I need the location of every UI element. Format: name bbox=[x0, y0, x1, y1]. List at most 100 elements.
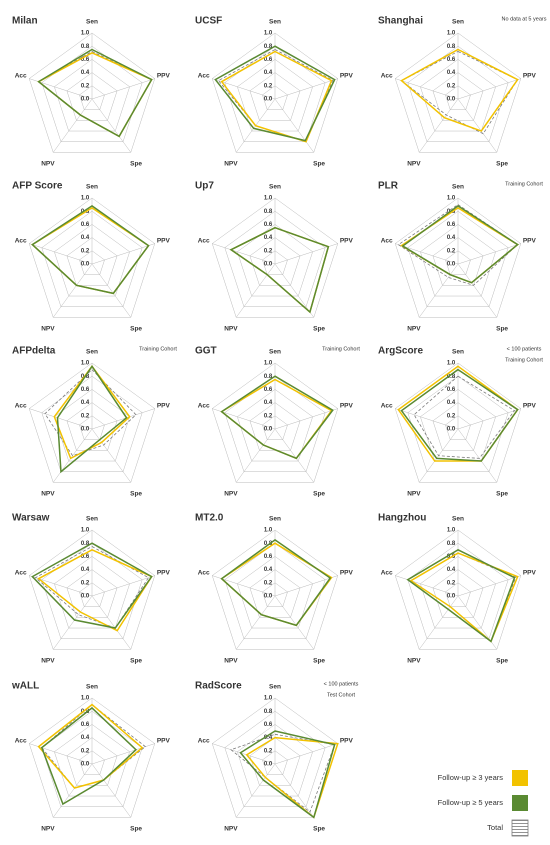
spoke bbox=[91, 575, 155, 597]
spoke bbox=[395, 408, 459, 430]
r-tick-label: 0.2 bbox=[264, 248, 273, 254]
spoke bbox=[91, 743, 155, 765]
spoke bbox=[457, 263, 497, 318]
axis-label: Acc bbox=[15, 403, 27, 410]
series-polygon bbox=[400, 48, 519, 132]
r-tick-label: 0.4 bbox=[264, 235, 273, 241]
spoke bbox=[236, 428, 276, 483]
axis-label: PPV bbox=[523, 570, 537, 577]
grid-ring bbox=[407, 45, 509, 142]
r-tick-label: 0.2 bbox=[447, 580, 456, 586]
axis-label: NPV bbox=[41, 490, 55, 497]
axis-label: Spe bbox=[130, 160, 142, 167]
spoke bbox=[419, 98, 459, 153]
axis-label: Acc bbox=[15, 738, 27, 745]
r-tick-label: 0.2 bbox=[81, 748, 90, 754]
grid-ring bbox=[262, 415, 288, 440]
axis-label: PPV bbox=[157, 238, 171, 245]
axis-label: PPV bbox=[340, 570, 354, 577]
axis-label: Sen bbox=[269, 184, 281, 191]
grid-ring bbox=[432, 402, 484, 451]
spoke bbox=[457, 575, 521, 597]
r-tick-label: 0.8 bbox=[447, 44, 456, 50]
r-tick-label: 0.6 bbox=[81, 387, 90, 393]
spoke bbox=[457, 408, 521, 430]
r-tick-label: 0.4 bbox=[81, 235, 90, 241]
axis-label: PPV bbox=[340, 403, 354, 410]
chart-note: < 100 patients bbox=[324, 681, 359, 687]
r-tick-label: 0.0 bbox=[81, 594, 90, 600]
axis-label: PPV bbox=[340, 73, 354, 80]
r-tick-label: 1.0 bbox=[264, 528, 273, 534]
series-polygon bbox=[409, 552, 519, 643]
r-tick-label: 1.0 bbox=[81, 528, 90, 534]
grid-ring bbox=[79, 582, 105, 607]
r-tick-label: 0.6 bbox=[447, 387, 456, 393]
radar-chart: ArgScore < 100 patients Training Cohort Sen… bbox=[378, 346, 543, 498]
r-tick-label: 0.6 bbox=[81, 57, 90, 63]
axis-label: NPV bbox=[407, 490, 421, 497]
series-polygon bbox=[37, 48, 153, 138]
grid-ring bbox=[211, 32, 339, 153]
series-polygon bbox=[397, 204, 519, 286]
spoke bbox=[91, 408, 155, 430]
spoke bbox=[53, 763, 93, 818]
r-tick-label: 0.6 bbox=[81, 554, 90, 560]
spoke bbox=[91, 78, 155, 100]
spoke bbox=[29, 243, 93, 265]
spoke bbox=[91, 243, 155, 265]
spoke bbox=[274, 78, 338, 100]
chart-title: ArgScore bbox=[378, 346, 423, 357]
axis-label: Spe bbox=[130, 490, 142, 497]
r-tick-label: 0.2 bbox=[264, 83, 273, 89]
radar-chart: wALL Sen PPV Spe NPV Acc 0.0 0.2 0.4 0.6 0.8 1.0 bbox=[11, 681, 170, 833]
r-tick-label: 0.6 bbox=[264, 387, 273, 393]
axis-label: Spe bbox=[130, 825, 142, 832]
r-tick-label: 0.0 bbox=[264, 97, 273, 103]
spoke bbox=[419, 263, 459, 318]
r-tick-label: 0.8 bbox=[447, 541, 456, 547]
r-tick-label: 0.0 bbox=[81, 427, 90, 433]
series-polygon bbox=[401, 205, 519, 284]
axis-label: NPV bbox=[224, 160, 238, 167]
series-polygon bbox=[31, 542, 153, 629]
grid-ring bbox=[445, 415, 471, 440]
grid-ring bbox=[262, 250, 288, 275]
r-tick-label: 0.2 bbox=[81, 413, 90, 419]
grid-ring bbox=[211, 362, 339, 483]
chart-note: < 100 patients bbox=[507, 346, 542, 352]
grid-ring bbox=[407, 542, 509, 639]
grid-ring bbox=[28, 697, 156, 818]
axis-label: Sen bbox=[86, 349, 98, 356]
grid-ring bbox=[28, 529, 156, 650]
grid-ring bbox=[28, 362, 156, 483]
axis-label: Spe bbox=[496, 490, 508, 497]
grid-ring bbox=[41, 542, 143, 639]
r-tick-label: 0.2 bbox=[447, 248, 456, 254]
chart-note: Training Cohort bbox=[139, 346, 177, 352]
axis-label: PPV bbox=[157, 403, 171, 410]
spoke bbox=[274, 743, 338, 765]
axis-label: Spe bbox=[130, 325, 142, 332]
grid-ring bbox=[249, 72, 301, 121]
chart-title: Shanghai bbox=[378, 16, 423, 27]
r-tick-label: 0.4 bbox=[447, 567, 456, 573]
axis-label: Sen bbox=[452, 349, 464, 356]
series-polygon bbox=[239, 730, 336, 819]
grid-ring bbox=[394, 362, 522, 483]
grid-ring bbox=[79, 250, 105, 275]
grid-ring bbox=[41, 210, 143, 307]
grid-ring bbox=[66, 237, 118, 286]
radar-chart: MT2.0 Sen PPV Spe NPV Acc 0.0 0.2 0.4 0.6 0.8 1.0 bbox=[195, 513, 353, 665]
spoke bbox=[457, 78, 521, 100]
axis-label: NPV bbox=[41, 825, 55, 832]
axis-label: NPV bbox=[41, 657, 55, 664]
spoke bbox=[91, 763, 131, 818]
legend: Follow-up ≥ 3 years Follow-up ≥ 5 years To… bbox=[438, 770, 529, 837]
grid-ring bbox=[432, 237, 484, 286]
grid-ring bbox=[237, 724, 313, 797]
grid-ring bbox=[407, 210, 509, 307]
axis-label: Acc bbox=[381, 238, 393, 245]
chart-title: Warsaw bbox=[12, 513, 50, 524]
r-tick-label: 0.0 bbox=[447, 594, 456, 600]
